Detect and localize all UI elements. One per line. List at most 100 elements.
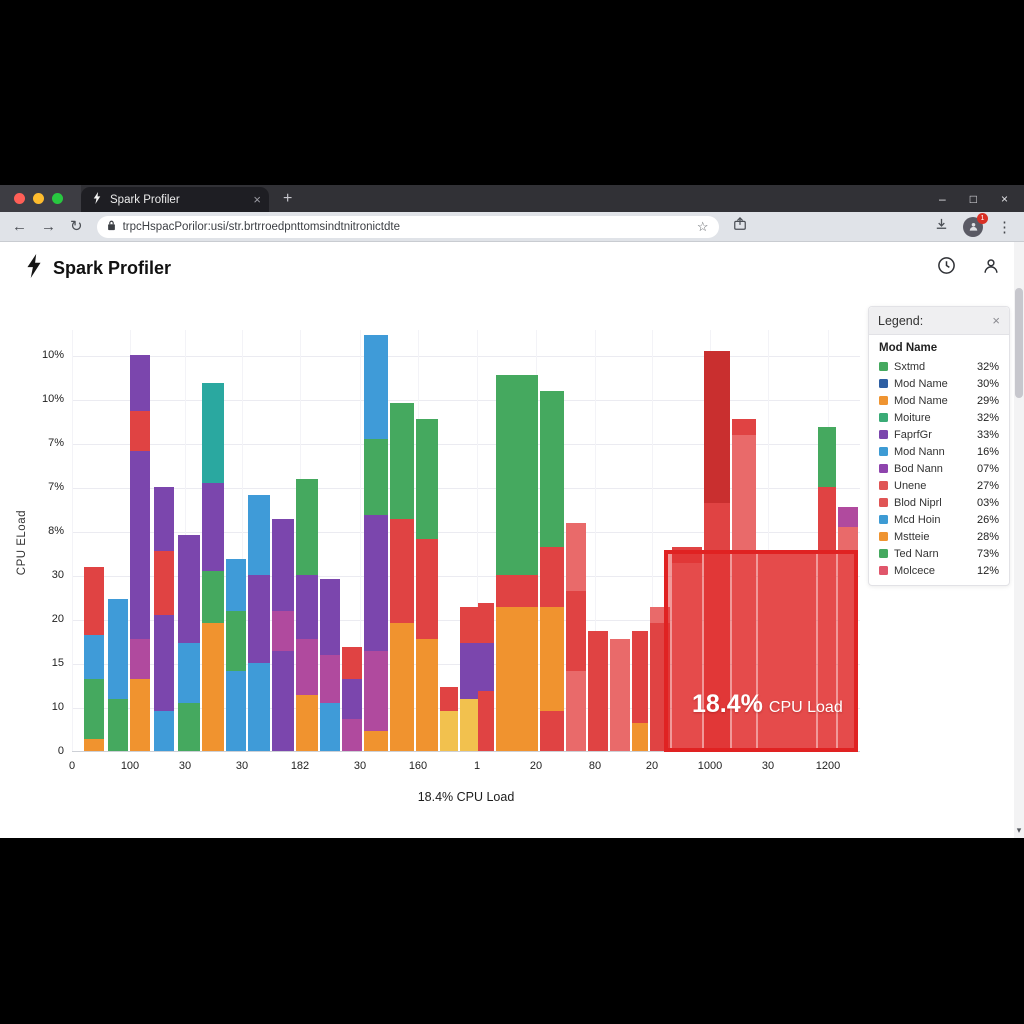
- tab-close-icon[interactable]: ×: [253, 192, 261, 207]
- x-tick-label: 0: [68, 760, 76, 772]
- bar-segment: [226, 671, 246, 751]
- stacked-bar[interactable]: [704, 351, 730, 751]
- legend-item[interactable]: Mod Name 30%: [869, 375, 1009, 392]
- legend-item-value: 27%: [976, 479, 999, 492]
- stacked-bar[interactable]: [342, 647, 362, 751]
- stacked-bar[interactable]: [226, 559, 246, 751]
- legend-item[interactable]: Blod Niprl 03%: [869, 494, 1009, 511]
- maximize-button[interactable]: □: [969, 191, 977, 206]
- bar-segment: [632, 631, 648, 723]
- stacked-bar[interactable]: [108, 599, 128, 751]
- stacked-bar[interactable]: [566, 523, 586, 751]
- stacked-bar[interactable]: [610, 639, 630, 751]
- stacked-bar[interactable]: [732, 419, 756, 751]
- stacked-bar[interactable]: [178, 535, 200, 751]
- bar-segment: [364, 335, 388, 439]
- legend-item-value: 03%: [976, 496, 999, 509]
- stacked-bar[interactable]: [416, 419, 438, 751]
- bar-segment: [178, 703, 200, 751]
- legend-close-icon[interactable]: ×: [992, 313, 1000, 328]
- minimize-button[interactable]: –: [939, 191, 946, 206]
- download-icon[interactable]: [934, 217, 949, 237]
- highlight-region[interactable]: 18.4% CPU Load: [664, 550, 858, 752]
- legend-item-label: Mod Name: [894, 394, 948, 407]
- bar-segment: [540, 547, 564, 607]
- share-icon[interactable]: [733, 217, 747, 236]
- bar-segment: [496, 607, 538, 751]
- traffic-zoom-button[interactable]: [52, 193, 63, 204]
- stacked-bar[interactable]: [154, 487, 174, 751]
- scrollbar-down-arrow-icon[interactable]: ▾: [1016, 825, 1022, 835]
- stacked-bar[interactable]: [588, 631, 608, 751]
- legend-item-value: 26%: [976, 513, 999, 526]
- bookmark-star-icon[interactable]: ☆: [696, 218, 709, 234]
- plot-area: 18.4% CPU Load: [72, 330, 860, 752]
- reload-button[interactable]: ↻: [70, 218, 83, 235]
- legend-item[interactable]: Ted Narn 73%: [869, 545, 1009, 562]
- address-bar[interactable]: trpcHspacPorilor:usi/str.brtrroedpnttoms…: [96, 215, 719, 238]
- legend-swatch: [879, 481, 888, 490]
- bar-segment: [818, 551, 836, 751]
- legend-item[interactable]: Unene 27%: [869, 477, 1009, 494]
- legend-item[interactable]: Sxtmd 32%: [869, 358, 1009, 375]
- url-text: trpcHspacPorilor:usi/str.brtrroedpnttoms…: [122, 220, 400, 233]
- stacked-bar[interactable]: [84, 567, 104, 751]
- bar-segment: [390, 623, 414, 751]
- traffic-minimize-button[interactable]: [33, 193, 44, 204]
- new-tab-button[interactable]: +: [283, 189, 293, 207]
- legend-item[interactable]: Bod Nann 07%: [869, 460, 1009, 477]
- menu-kebab-icon[interactable]: ⋮: [997, 218, 1012, 236]
- stacked-bar[interactable]: [248, 495, 270, 751]
- stacked-bar[interactable]: [364, 335, 388, 751]
- stacked-bar[interactable]: [296, 479, 318, 751]
- stacked-bar[interactable]: [496, 375, 538, 751]
- scrollbar-thumb[interactable]: [1015, 288, 1023, 398]
- legend-item[interactable]: Mcd Hoin 26%: [869, 511, 1009, 528]
- legend-swatch: [879, 549, 888, 558]
- stacked-bar[interactable]: [632, 631, 648, 751]
- back-button[interactable]: ←: [12, 218, 27, 235]
- profile-avatar[interactable]: 1: [963, 212, 988, 237]
- stacked-bar[interactable]: [818, 427, 836, 751]
- spark-logo-icon: [24, 253, 44, 283]
- legend-item[interactable]: Mstteie 28%: [869, 528, 1009, 545]
- page-scrollbar[interactable]: ▾: [1014, 242, 1024, 838]
- stacked-bar[interactable]: [130, 355, 150, 751]
- stacked-bar[interactable]: [460, 607, 478, 751]
- stacked-bar[interactable]: [672, 547, 702, 751]
- stacked-bar[interactable]: [390, 403, 414, 751]
- stacked-bar[interactable]: [478, 603, 494, 751]
- traffic-close-button[interactable]: [14, 193, 25, 204]
- bar-segment: [108, 599, 128, 699]
- legend-item-label: Unene: [894, 479, 927, 492]
- history-clock-icon[interactable]: [937, 256, 956, 280]
- y-tick-label: 10%: [41, 349, 64, 361]
- browser-tab[interactable]: Spark Profiler ×: [81, 187, 269, 212]
- user-icon[interactable]: [982, 257, 1000, 280]
- stacked-bar[interactable]: [202, 383, 224, 751]
- legend-item[interactable]: Mod Name 29%: [869, 392, 1009, 409]
- legend-item[interactable]: Mod Nann 16%: [869, 443, 1009, 460]
- legend-item[interactable]: Molcece 12%: [869, 562, 1009, 579]
- bar-segment: [460, 643, 478, 699]
- stacked-bar[interactable]: [440, 687, 458, 751]
- gridline: [477, 330, 478, 751]
- toolbar-right-cluster: 1 ⋮: [934, 212, 1012, 237]
- stacked-bar[interactable]: [838, 507, 858, 751]
- stacked-bar[interactable]: [758, 551, 816, 751]
- bar-segment: [108, 699, 128, 751]
- legend-swatch: [879, 430, 888, 439]
- x-tick-label: 1000: [697, 760, 723, 772]
- legend-item[interactable]: FaprfGr 33%: [869, 426, 1009, 443]
- bar-segment: [248, 575, 270, 663]
- forward-button[interactable]: →: [41, 218, 56, 235]
- bar-segment: [440, 687, 458, 711]
- legend-item[interactable]: Moiture 32%: [869, 409, 1009, 426]
- close-button[interactable]: ×: [1000, 191, 1008, 206]
- bar-segment: [342, 647, 362, 679]
- legend-panel: Legend: × Mod Name Sxtmd 32% Mod Name 30% Mo…: [868, 306, 1010, 586]
- stacked-bar[interactable]: [320, 579, 340, 751]
- stacked-bar[interactable]: [540, 391, 564, 751]
- stacked-bar[interactable]: [272, 519, 294, 751]
- bar-segment: [226, 559, 246, 611]
